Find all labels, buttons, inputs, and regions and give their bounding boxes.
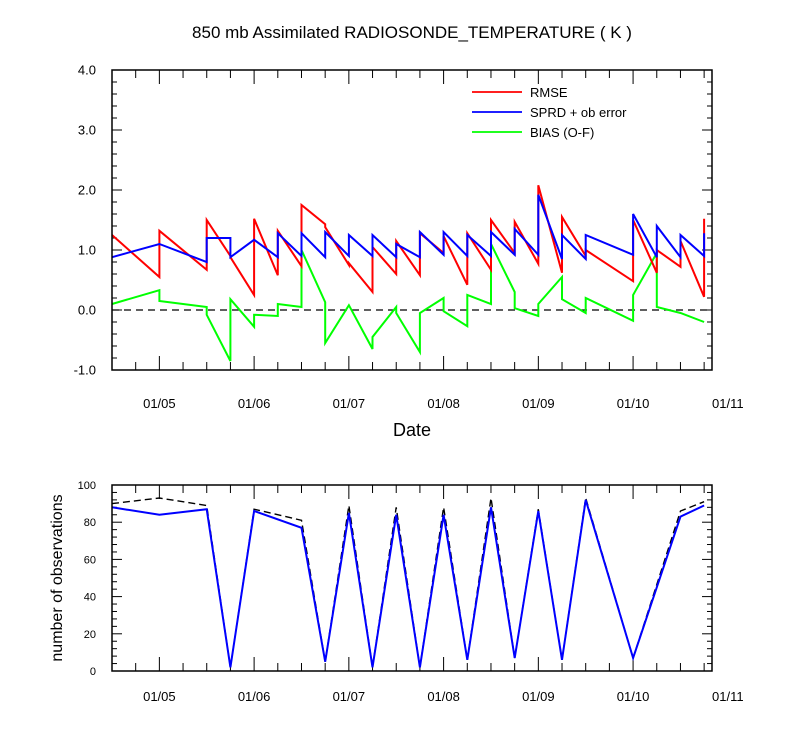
bottom-panel-ticks: [111, 484, 712, 672]
chart-title: 850 mb Assimilated RADIOSONDE_TEMPERATUR…: [192, 23, 632, 42]
series-bias-o-f: [111, 243, 705, 362]
top-panel-tick-labels: -1.0 0.0 1.0 2.0 3.0 4.0 01/05 01/06 01/07 01/08 0…: [74, 63, 744, 411]
x-axis-label: Date: [393, 420, 431, 440]
bottom-ytick-label: 100: [78, 480, 96, 492]
top-xtick-label: 01/06: [238, 396, 271, 411]
bottom-xtick-label: 01/05: [143, 689, 176, 704]
top-xtick-label: 01/11: [712, 396, 744, 411]
series-rmse: [111, 184, 706, 299]
legend-label-rmse: RMSE: [530, 85, 568, 100]
top-panel-series: [111, 184, 712, 362]
bottom-xtick-label: 01/10: [617, 689, 650, 704]
bottom-xtick-label: 01/09: [522, 689, 555, 704]
top-xtick-label: 01/05: [143, 396, 176, 411]
bottom-xtick-label: 01/11: [712, 689, 744, 704]
bottom-ytick-label: 80: [84, 517, 96, 529]
legend-label-bias: BIAS (O-F): [530, 125, 594, 140]
bottom-ytick-label: 60: [84, 554, 96, 566]
top-xtick-label: 01/09: [522, 396, 555, 411]
bottom-ytick-label: 40: [84, 592, 96, 604]
bottom-ytick-label: 20: [84, 629, 96, 641]
series-sprd-ob-error: [111, 194, 706, 264]
bottom-xtick-label: 01/06: [238, 689, 271, 704]
y-axis-label-observations: number of observations: [49, 494, 66, 661]
bottom-xtick-label: 01/07: [333, 689, 366, 704]
top-ytick-label: 3.0: [78, 123, 96, 138]
top-xtick-label: 01/07: [333, 396, 366, 411]
bottom-xtick-label: 01/08: [427, 689, 460, 704]
top-ytick-label: 0.0: [78, 303, 96, 318]
bottom-panel-tick-labels: 0 20 40 60 80 100 01/05 01/06 01/07 01/08 01/09 01/…: [78, 480, 744, 704]
series-possible-observations: [111, 497, 705, 668]
top-ytick-label: -1.0: [74, 363, 96, 378]
bottom-plot-frame: [111, 484, 713, 672]
top-xtick-label: 01/10: [617, 396, 650, 411]
top-ytick-label: 4.0: [78, 63, 96, 78]
legend-label-sprd: SPRD + ob error: [530, 105, 627, 120]
top-plot-frame: [111, 69, 713, 371]
legend: RMSE SPRD + ob error BIAS (O-F): [472, 85, 627, 140]
top-ytick-label: 1.0: [78, 243, 96, 258]
top-ytick-label: 2.0: [78, 183, 96, 198]
bottom-ytick-label: 0: [90, 666, 96, 678]
bottom-panel-series: [111, 497, 705, 668]
series-assimilated-observations: [111, 499, 705, 668]
top-xtick-label: 01/08: [427, 396, 460, 411]
